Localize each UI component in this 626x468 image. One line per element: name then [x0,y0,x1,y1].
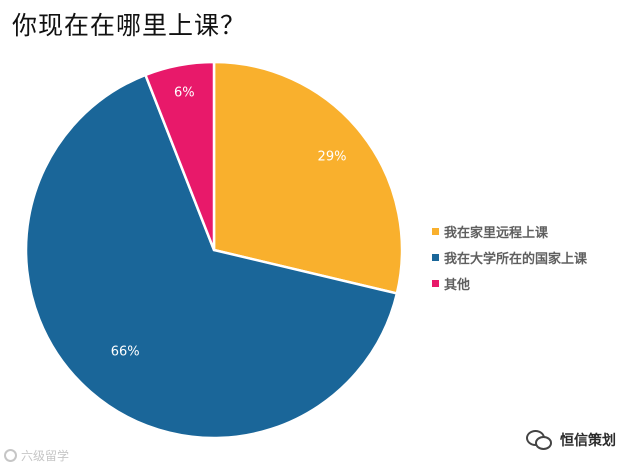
data-label-university-country: 66% [111,345,140,360]
data-label-other: 6% [174,86,195,101]
legend-item-home-remote[interactable]: 我在家里远程上课 [432,218,587,244]
legend-label: 我在大学所在的国家上课 [444,251,588,267]
pie-slice-other[interactable] [144,60,216,252]
watermark-left-text: 六级留学 [21,449,70,463]
wechat-icon [526,430,552,450]
legend-swatch [432,227,439,235]
legend: 我在家里远程上课 我在大学所在的国家上课 其他 [432,218,587,296]
ring-icon [4,449,17,462]
legend-label: 我在家里远程上课 [444,225,549,241]
pie-slice-university-country[interactable] [24,73,399,440]
data-label-home-remote: 29% [318,149,347,164]
watermark-right: 恒信策划 [526,430,616,450]
legend-item-other[interactable]: 其他 [432,270,587,296]
chart-title: 你现在在哪里上课？ [12,11,247,40]
legend-item-university-country[interactable]: 我在大学所在的国家上课 [432,244,587,270]
pie-slice-home-remote[interactable] [212,60,404,295]
legend-label: 其他 [444,277,471,293]
legend-swatch [432,279,439,287]
watermark-left: 六级留学 [4,447,69,464]
watermark-right-text: 恒信策划 [560,433,616,449]
legend-swatch [432,253,439,261]
